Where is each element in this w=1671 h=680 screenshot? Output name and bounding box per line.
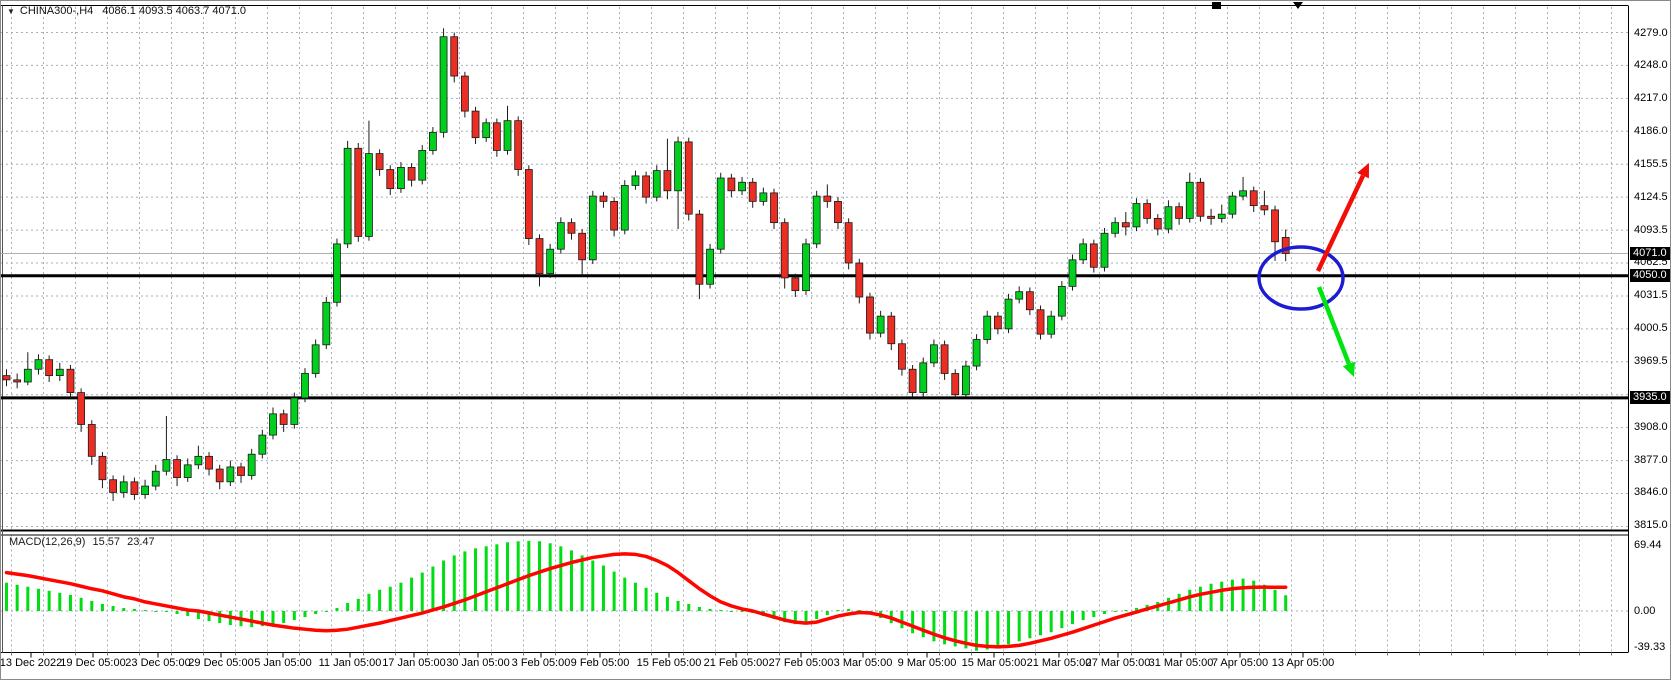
price-axis-label: 4124.5 (1634, 190, 1668, 203)
time-axis-label: 15 Feb 05:00 (636, 657, 702, 669)
price-axis-label: 4000.5 (1634, 322, 1668, 335)
time-axis-label: 3 Feb 05:00 (511, 657, 571, 669)
ohlc-values: 4086.1 4093.5 4063.7 4071.0 (102, 5, 247, 17)
scroll-marker (1212, 2, 1221, 9)
macd-main-value: 15.57 (92, 536, 121, 548)
macd-scale-label: -39.33 (1634, 640, 1666, 653)
macd-scale-label: 69.44 (1634, 538, 1662, 551)
time-axis-label: 13 Dec 2022 (0, 657, 63, 669)
macd-indicator-label: MACD(12,26,9) 15.57 23.47 (9, 536, 159, 548)
current-price-tag: 4071.0 (1630, 246, 1670, 260)
time-axis-label: 29 Dec 05:00 (188, 657, 254, 669)
time-axis-label: 23 Dec 05:00 (125, 657, 191, 669)
macd-name: MACD(12,26,9) (9, 536, 86, 548)
price-axis-label: 4155.5 (1634, 157, 1668, 170)
symbol-period-label: CHINA300-,H4 (19, 5, 94, 17)
price-axis-label: 4279.0 (1634, 26, 1668, 39)
time-axis-label: 9 Mar 05:00 (897, 657, 957, 669)
time-axis-label: 30 Jan 05:00 (446, 657, 510, 669)
time-axis-label: 27 Feb 05:00 (768, 657, 834, 669)
time-axis-label: 15 Mar 05:00 (961, 657, 1027, 669)
time-axis-label: 13 Apr 05:00 (1271, 657, 1335, 669)
time-axis-label: 17 Jan 05:00 (382, 657, 446, 669)
time-axis-label: 7 Apr 05:00 (1211, 657, 1269, 669)
price-axis-label: 3846.0 (1634, 486, 1668, 499)
price-axis-label: 3969.5 (1634, 355, 1668, 368)
time-axis-label: 5 Jan 05:00 (254, 657, 312, 669)
symbol-dropdown-icon[interactable]: ▼ (7, 6, 15, 16)
macd-signal-value: 23.47 (127, 536, 155, 548)
time-axis-label: 31 Mar 05:00 (1148, 657, 1214, 669)
time-axis-label: 21 Feb 05:00 (703, 657, 769, 669)
time-axis-label: 11 Jan 05:00 (318, 657, 382, 669)
macd-scale-label: 0.00 (1634, 605, 1656, 617)
price-axis-label: 4248.0 (1634, 59, 1668, 72)
time-axis-label: 19 Dec 05:00 (60, 657, 126, 669)
hline-price-tag: 3935.0 (1630, 391, 1670, 405)
price-axis-label: 4217.0 (1634, 92, 1668, 105)
time-axis-label: 27 Mar 05:00 (1085, 657, 1151, 669)
hline-price-tag: 4050.0 (1630, 269, 1670, 283)
price-axis-label: 3877.0 (1634, 453, 1668, 466)
time-axis-label: 3 Mar 05:00 (833, 657, 893, 669)
chart-title: ▼ CHINA300-,H4 4086.1 4093.5 4063.7 4071… (7, 4, 246, 18)
bearish-scenario-arrow (1316, 286, 1352, 365)
time-axis-label: 21 Mar 05:00 (1026, 657, 1092, 669)
price-axis-label: 4031.5 (1634, 289, 1668, 302)
time-axis-label: 9 Feb 05:00 (570, 657, 630, 669)
price-axis-label: 3815.0 (1634, 519, 1668, 532)
price-axis-label: 3908.0 (1634, 420, 1668, 433)
price-axis-label: 4093.5 (1634, 223, 1668, 236)
bullish-scenario-arrow (1315, 174, 1366, 272)
price-axis-label: 4186.0 (1634, 125, 1668, 138)
highlight-ellipse (1257, 245, 1345, 311)
